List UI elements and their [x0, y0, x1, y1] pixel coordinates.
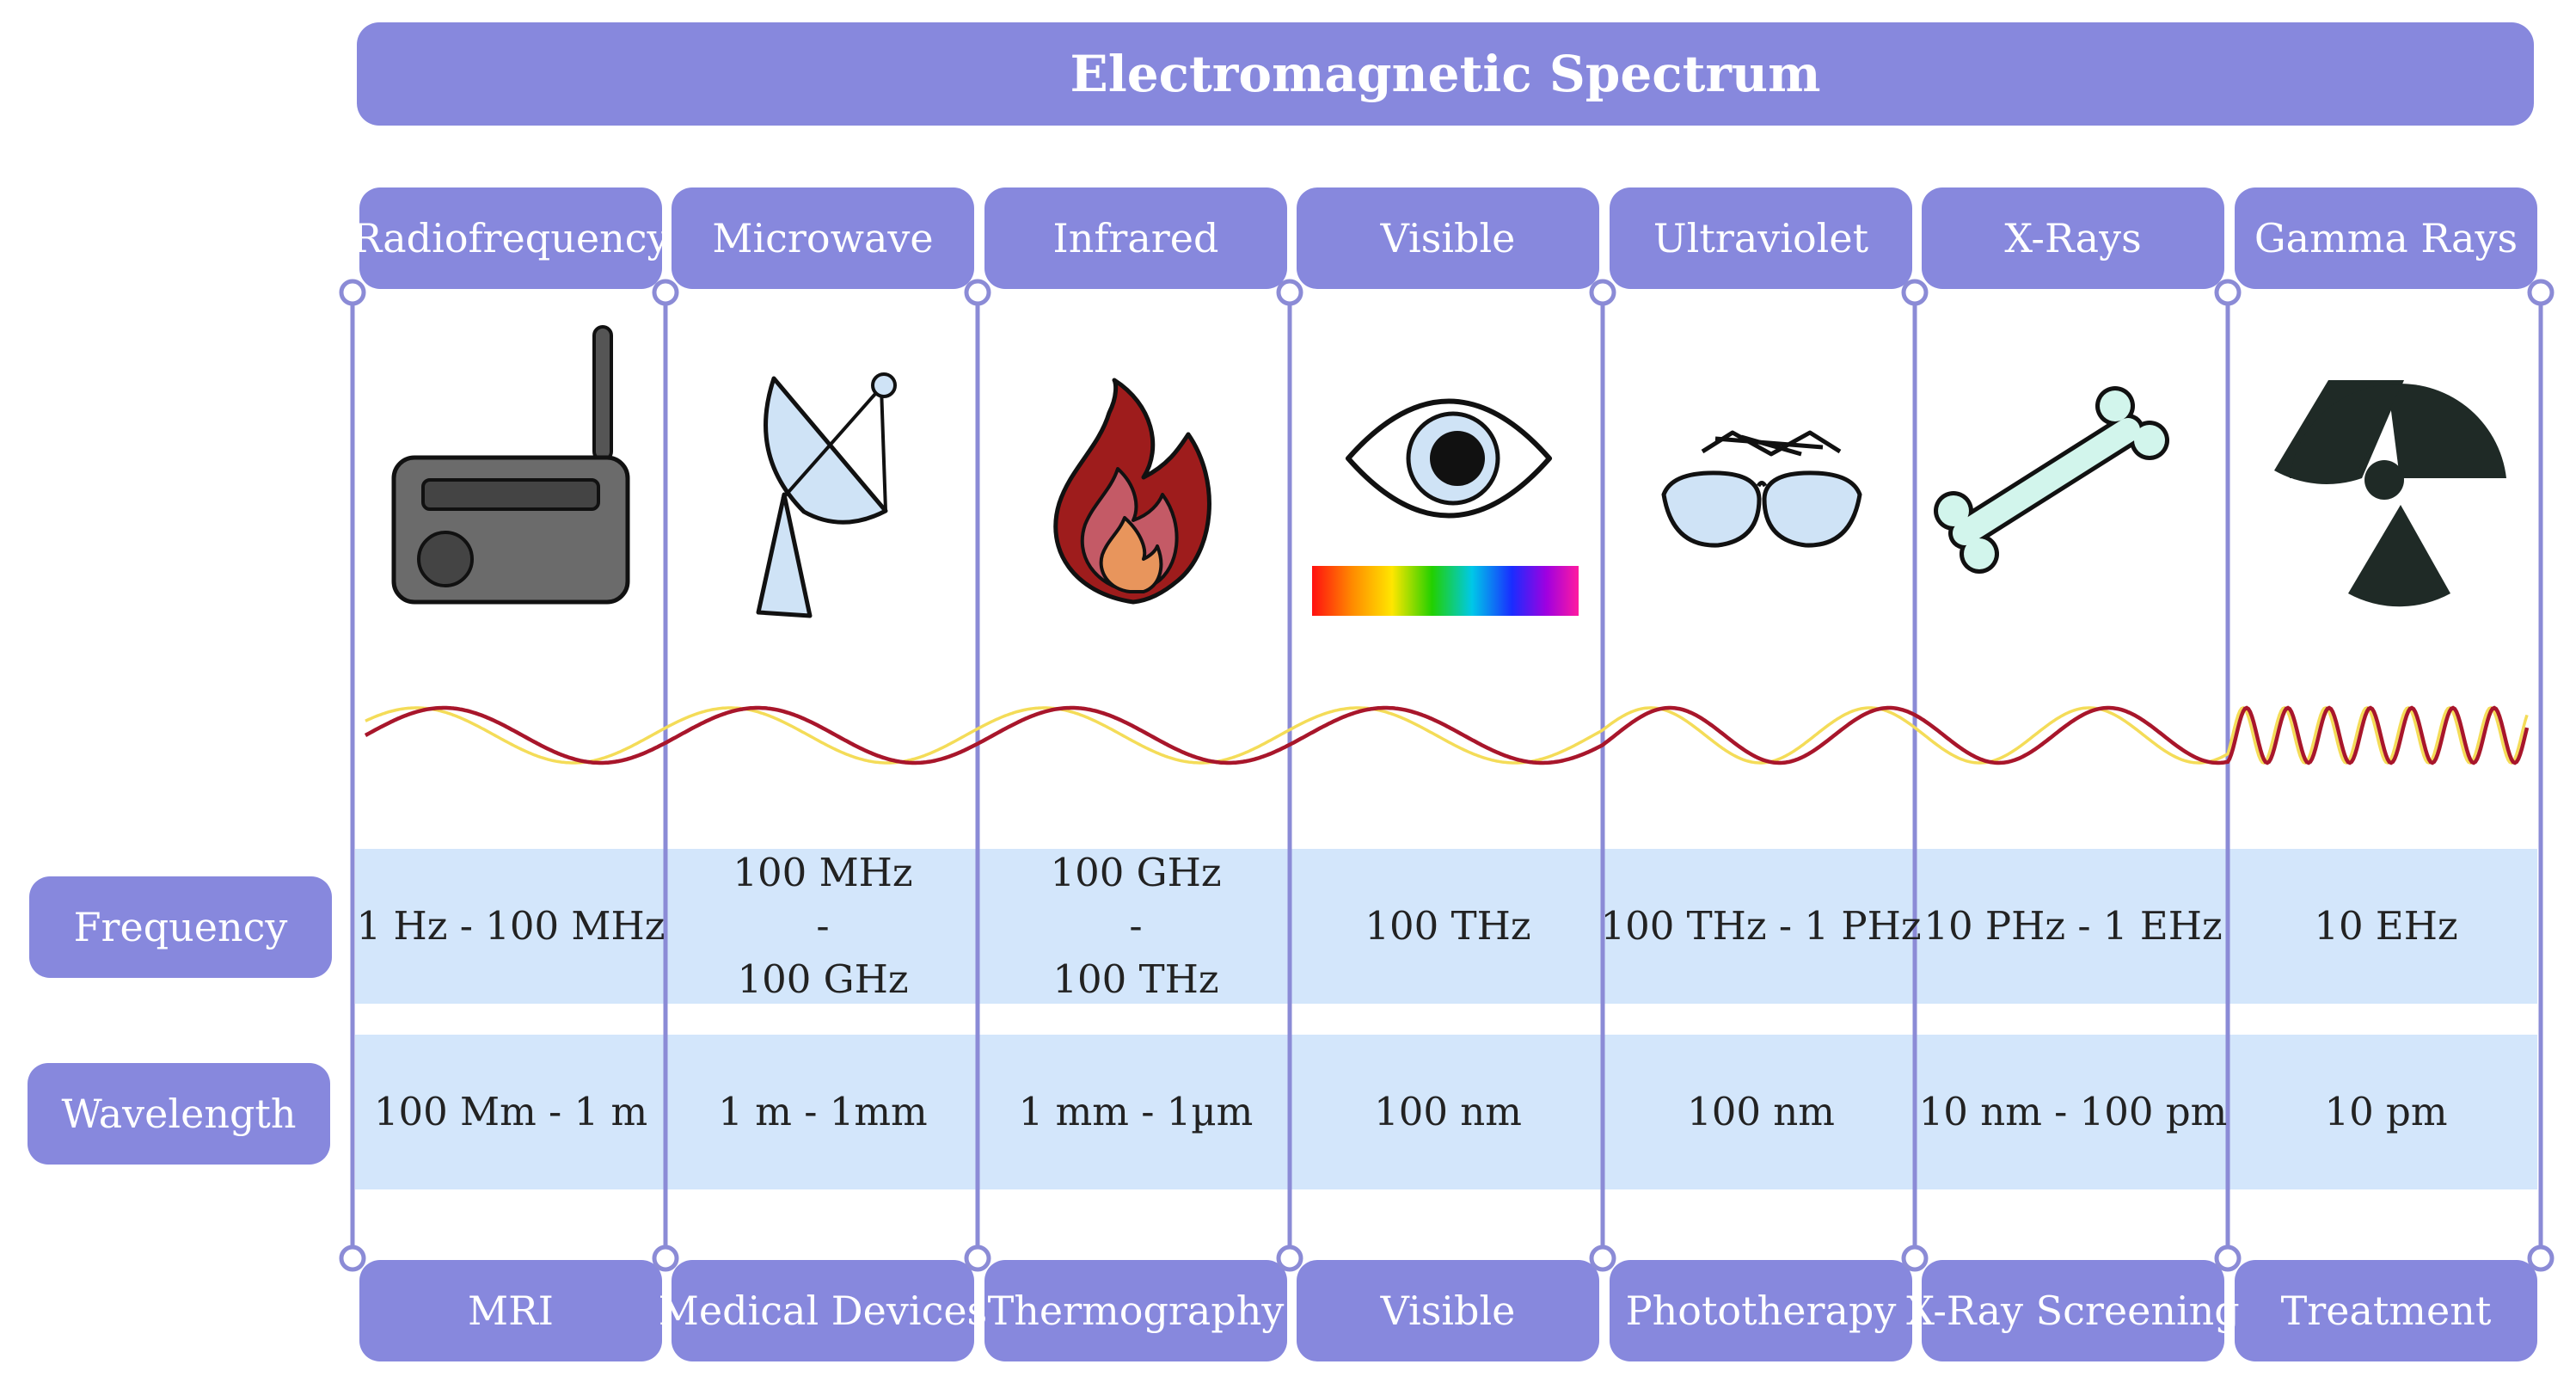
divider-node	[339, 1245, 366, 1272]
frequency-cell: 100 THz - 1 PHz	[1600, 903, 1922, 949]
band-header: Gamma Rays	[2254, 215, 2518, 261]
radio-icon	[391, 325, 630, 605]
frequency-cell: 100 THz	[1365, 903, 1531, 949]
frequency-cell: 100 GHz -100 THz	[1050, 850, 1222, 1002]
frequency-cell: 100 MHz -100 GHz	[733, 850, 913, 1002]
wavelength-row-band	[355, 1035, 2537, 1189]
frequency-row-band	[355, 849, 2537, 1004]
divider-node	[964, 1245, 991, 1272]
wavelength-cell: 10 pm	[2324, 1089, 2448, 1134]
divider-nodes	[339, 279, 2555, 1272]
divider-node	[2214, 279, 2242, 306]
header-pill	[1297, 187, 1599, 289]
wavelength-cell: 1 mm - 1µm	[1018, 1089, 1254, 1134]
wavelength-cell: 100 nm	[1374, 1089, 1522, 1134]
application-label: Visible	[1380, 1288, 1516, 1334]
footer-pill	[984, 1260, 1287, 1361]
band-header: Ultraviolet	[1653, 215, 1869, 261]
footer-pill	[1922, 1260, 2224, 1361]
application-label: X-Ray Screening	[1906, 1288, 2240, 1334]
header-pill	[2235, 187, 2537, 289]
wave-red	[364, 705, 2530, 765]
header-pill	[1922, 187, 2224, 289]
band-header: Visible	[1380, 215, 1516, 261]
sunglasses-icon	[1661, 430, 1862, 548]
divider-node	[2214, 1245, 2242, 1272]
satellite-dish-icon	[756, 372, 897, 618]
page-title: Electromagnetic Spectrum	[1070, 45, 1821, 103]
radiation-icon	[2274, 380, 2506, 607]
band-header: Radiofrequency	[352, 215, 670, 261]
divider-node	[1276, 279, 1303, 306]
wavelength-cell: 1 m - 1mm	[718, 1089, 928, 1134]
divider-node	[964, 279, 991, 306]
footer-pill	[672, 1260, 974, 1361]
footer-pill	[2235, 1260, 2537, 1361]
footer-pill	[1610, 1260, 1912, 1361]
pill-layer	[28, 22, 2537, 1361]
header-pill	[359, 187, 662, 289]
flame-icon	[1053, 378, 1211, 605]
divider-node	[1276, 1245, 1303, 1272]
visible-spectrum-strip	[1312, 566, 1579, 616]
eye-icon	[1312, 398, 1579, 616]
wavelength-cell: 100 Mm - 1 m	[373, 1089, 648, 1134]
divider-node	[1901, 1245, 1929, 1272]
frequency-row-label: Frequency	[73, 904, 288, 950]
divider-node	[1901, 279, 1929, 306]
header-pill	[672, 187, 974, 289]
column-dividers	[350, 292, 2543, 1258]
frequency-label-pill	[29, 876, 332, 978]
divider-node	[2527, 1245, 2555, 1272]
frequency-cell: 10 EHz	[2314, 903, 2458, 949]
frequency-cell: 1 Hz - 100 MHz	[356, 903, 665, 949]
wavelength-cell: 10 nm - 100 pm	[1918, 1089, 2228, 1134]
wave-yellow	[365, 706, 2529, 765]
divider-node	[1589, 1245, 1616, 1272]
wavelength-cell: 100 nm	[1687, 1089, 1835, 1134]
band-header: X-Rays	[2004, 215, 2142, 261]
divider-node	[339, 279, 366, 306]
divider-node	[2527, 279, 2555, 306]
wavelength-row-label: Wavelength	[61, 1091, 297, 1137]
divider-node	[652, 279, 679, 306]
divider-node	[1589, 279, 1616, 306]
application-label: Medical Devices	[658, 1288, 988, 1334]
footer-pill	[359, 1260, 662, 1361]
footer-pill	[1297, 1260, 1599, 1361]
title-pill	[357, 22, 2534, 126]
application-label: Phototherapy	[1625, 1288, 1897, 1334]
header-pill	[984, 187, 1287, 289]
band-header: Microwave	[712, 215, 934, 261]
divider-node	[652, 1245, 679, 1272]
application-label: Thermography	[987, 1288, 1285, 1334]
application-label: MRI	[468, 1288, 554, 1334]
header-pill	[1610, 187, 1912, 289]
band-header: Infrared	[1052, 215, 1219, 261]
frequency-cell: 10 PHz - 1 EHz	[1923, 903, 2223, 949]
bone-icon	[1934, 386, 2169, 574]
wavelength-label-pill	[28, 1063, 330, 1165]
application-label: Treatment	[2280, 1288, 2492, 1334]
